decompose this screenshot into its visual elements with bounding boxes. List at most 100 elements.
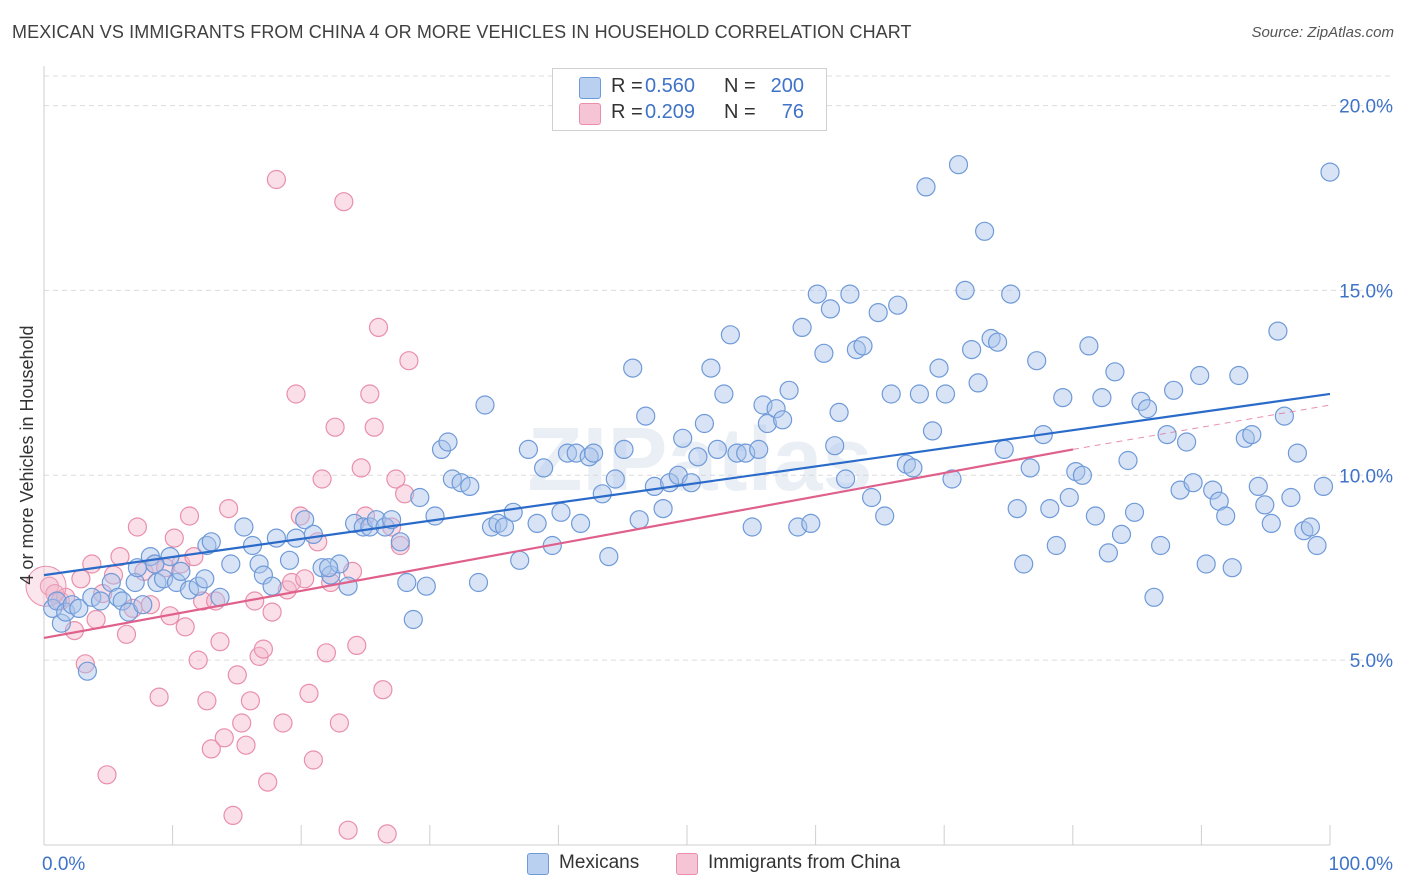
mexicans-point bbox=[968, 373, 988, 393]
china-point bbox=[262, 602, 282, 622]
mexicans-point bbox=[720, 325, 741, 345]
mexicans-point bbox=[1157, 425, 1177, 445]
mexicans-point bbox=[825, 436, 845, 456]
china-point bbox=[273, 713, 293, 733]
china-point bbox=[227, 665, 247, 685]
mexicans-trend-line bbox=[43, 392, 1331, 577]
china-point bbox=[316, 643, 336, 663]
mexicans-point bbox=[468, 572, 489, 593]
y-axis-label: 4 or more Vehicles in Household bbox=[17, 325, 37, 584]
china-points bbox=[25, 169, 419, 844]
china-swatch bbox=[579, 103, 601, 125]
china-point bbox=[373, 680, 393, 700]
mexicans-point bbox=[592, 484, 612, 504]
mexicans-point bbox=[390, 532, 410, 552]
mexicans-point bbox=[382, 510, 402, 530]
mexicans-point bbox=[653, 499, 673, 519]
china-point bbox=[395, 484, 415, 504]
mexicans-point bbox=[51, 613, 72, 633]
mexicans-point bbox=[90, 591, 111, 611]
china-trend-line bbox=[43, 448, 1074, 640]
china-point bbox=[236, 735, 256, 755]
mexicans-point bbox=[1092, 388, 1112, 408]
mexicans-point bbox=[814, 343, 834, 363]
mexicans-point bbox=[1111, 524, 1132, 545]
mexicans-point bbox=[935, 384, 956, 404]
mexicans-point bbox=[279, 550, 300, 570]
mexicans-point bbox=[234, 517, 254, 537]
mexicans-point bbox=[1105, 362, 1125, 382]
china-point bbox=[360, 384, 380, 404]
tick-labels: 5.0% 10.0% 15.0% 20.0% 0.0% 100.0% bbox=[42, 97, 1393, 875]
mexicans-point bbox=[820, 299, 841, 319]
china-point bbox=[329, 713, 349, 733]
mexicans-point bbox=[840, 284, 860, 304]
mexicans-point bbox=[319, 558, 339, 578]
mexicans-point bbox=[188, 576, 208, 596]
china-point bbox=[110, 546, 130, 567]
china-point bbox=[188, 650, 208, 670]
x-tick-label: 0.0% bbox=[42, 854, 85, 875]
china-point bbox=[179, 506, 200, 526]
mexicans-point bbox=[1163, 380, 1184, 400]
mexicans-point bbox=[1313, 476, 1334, 496]
mexicans-point bbox=[903, 458, 923, 478]
mexicans-point bbox=[533, 458, 554, 478]
mexicans-point bbox=[1124, 502, 1145, 522]
mexicans-point bbox=[779, 380, 799, 400]
mexicans-point bbox=[929, 358, 949, 378]
mexicans-point bbox=[438, 432, 458, 452]
china-point bbox=[399, 351, 419, 371]
mexicans-point bbox=[772, 410, 793, 430]
mexicans-point bbox=[701, 358, 721, 378]
mexicans-point bbox=[1261, 513, 1281, 534]
mexicans-point bbox=[1001, 284, 1021, 304]
china-swatch bbox=[676, 853, 698, 875]
mexicans-point bbox=[922, 421, 943, 441]
china-point bbox=[295, 569, 315, 589]
r-value: 0.209 bbox=[645, 101, 696, 123]
mexicans-point bbox=[1079, 336, 1099, 356]
mexicans-point bbox=[221, 554, 241, 574]
mexicans-swatch bbox=[579, 77, 601, 99]
china-point bbox=[127, 517, 147, 537]
china-point bbox=[164, 528, 184, 548]
x-tick-label: 100.0% bbox=[1329, 854, 1394, 875]
r-label: R = bbox=[611, 75, 643, 97]
mexicans-point bbox=[431, 439, 452, 459]
mexicans-points bbox=[43, 155, 1340, 681]
mexicans-point bbox=[974, 221, 995, 241]
china-point bbox=[334, 192, 354, 212]
china-point bbox=[368, 317, 389, 337]
mexicans-point bbox=[916, 177, 936, 197]
mexicans-point bbox=[994, 439, 1014, 459]
china-point bbox=[219, 499, 239, 519]
mexicans-point bbox=[416, 576, 436, 596]
mexicans-swatch bbox=[527, 853, 549, 875]
mexicans-point bbox=[570, 513, 591, 534]
mexicans-point bbox=[861, 487, 882, 508]
mexicans-point bbox=[410, 487, 430, 508]
mexicans-point bbox=[673, 428, 693, 448]
mexicans-point bbox=[1196, 554, 1216, 574]
source-label: Source: ZipAtlas.com bbox=[1251, 24, 1394, 41]
mexicans-point bbox=[801, 513, 821, 534]
china-point bbox=[184, 546, 204, 567]
mexicans-point bbox=[707, 439, 728, 459]
mexicans-point bbox=[403, 609, 423, 630]
mexicans-point bbox=[125, 572, 145, 593]
mexicans-point bbox=[112, 591, 132, 611]
mexicans-point bbox=[875, 506, 895, 526]
china-point bbox=[312, 469, 332, 489]
china-point bbox=[97, 765, 117, 785]
r-label: R = bbox=[611, 101, 643, 123]
mexicans-point bbox=[249, 554, 269, 574]
mexicans-point bbox=[69, 598, 89, 619]
axes bbox=[43, 66, 1331, 846]
mexicans-point bbox=[583, 443, 604, 463]
mexicans-point bbox=[1150, 535, 1171, 556]
mexicans-point bbox=[329, 554, 349, 574]
mexicans-point bbox=[494, 517, 515, 537]
y-tick-label: 20.0% bbox=[1339, 97, 1393, 118]
china-point bbox=[197, 691, 217, 711]
